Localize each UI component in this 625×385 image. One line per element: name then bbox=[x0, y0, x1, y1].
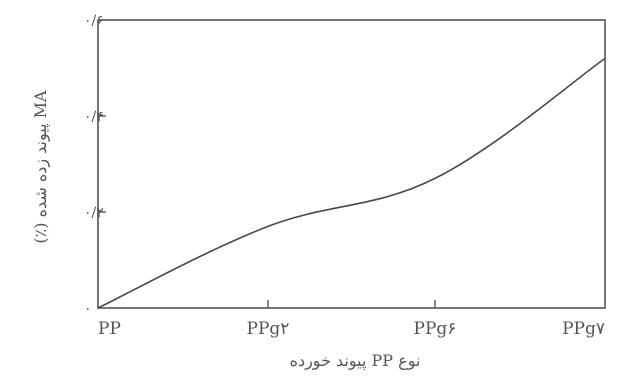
y-axis-title: MA پیوند زده شده (٪) bbox=[31, 90, 50, 244]
x-axis-title: نوع PP پیوند خورده bbox=[290, 351, 421, 370]
y-tick-label: ۰/۶ bbox=[84, 13, 104, 29]
y-axis-ticks: ۰ ۰/۲ ۰/۴ ۰/۶ bbox=[84, 13, 106, 317]
x-tick-label: PPg۷ bbox=[562, 319, 605, 339]
y-tick-label: ۰/۴ bbox=[84, 109, 104, 125]
x-tick-label: PPg۶ bbox=[414, 319, 457, 339]
x-tick-label: PP bbox=[98, 319, 121, 339]
series-line bbox=[98, 58, 605, 308]
x-tick-label: PPg۲ bbox=[247, 319, 290, 339]
plot-border bbox=[98, 20, 605, 308]
plot-frame bbox=[98, 20, 605, 308]
series-lines bbox=[98, 58, 605, 308]
x-axis-ticks: PP PPg۲ PPg۶ PPg۷ bbox=[98, 300, 605, 339]
y-tick-label: ۰/۲ bbox=[84, 205, 104, 221]
y-tick-label: ۰ bbox=[84, 301, 92, 317]
